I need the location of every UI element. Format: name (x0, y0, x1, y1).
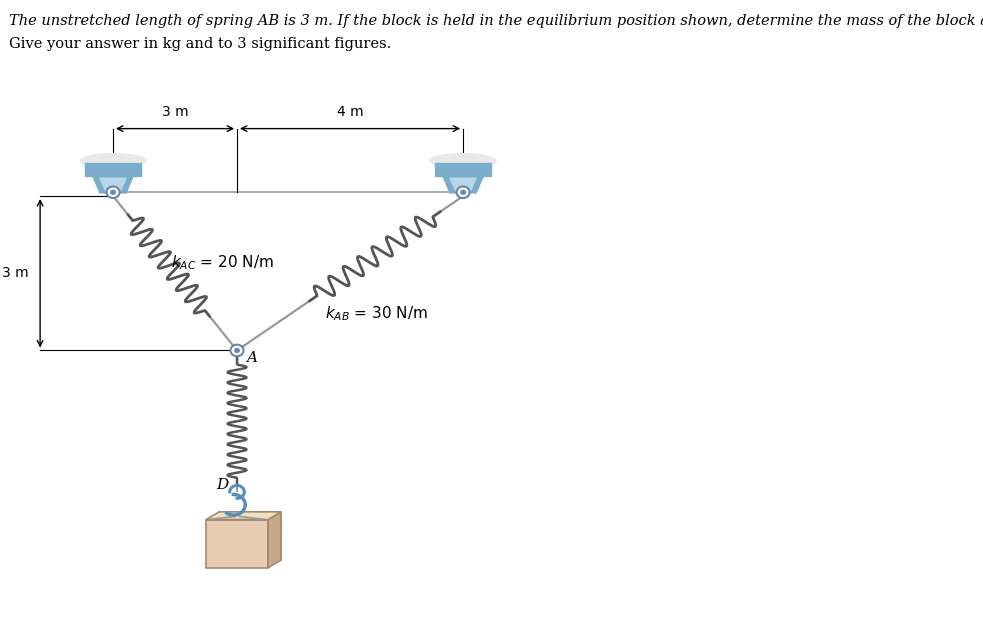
Text: 4 m: 4 m (337, 105, 364, 119)
Bar (86, 163, 141, 176)
Text: D: D (216, 478, 229, 492)
Text: $k_{AC}$ = 20 N/m: $k_{AC}$ = 20 N/m (171, 253, 274, 271)
Bar (206, 520, 268, 568)
Polygon shape (268, 512, 281, 568)
Circle shape (230, 345, 244, 356)
Polygon shape (100, 178, 126, 191)
Text: A: A (246, 351, 257, 365)
Polygon shape (206, 512, 281, 520)
Text: Give your answer in kg and to 3 significant figures.: Give your answer in kg and to 3 signific… (9, 37, 391, 51)
Circle shape (456, 186, 470, 198)
Polygon shape (442, 176, 484, 193)
Circle shape (106, 186, 120, 198)
Circle shape (235, 349, 239, 352)
Polygon shape (92, 176, 134, 193)
Text: 3 m: 3 m (162, 105, 189, 119)
Ellipse shape (81, 154, 145, 168)
Bar (435, 163, 491, 176)
Circle shape (111, 190, 115, 194)
Circle shape (461, 190, 465, 194)
Ellipse shape (431, 154, 496, 168)
Text: The unstretched length of spring AB is 3 m. If the block is held in the equilibr: The unstretched length of spring AB is 3… (9, 14, 983, 28)
Text: 3 m: 3 m (2, 266, 29, 280)
Text: $k_{AB}$ = 30 N/m: $k_{AB}$ = 30 N/m (324, 304, 428, 323)
Polygon shape (450, 178, 476, 191)
